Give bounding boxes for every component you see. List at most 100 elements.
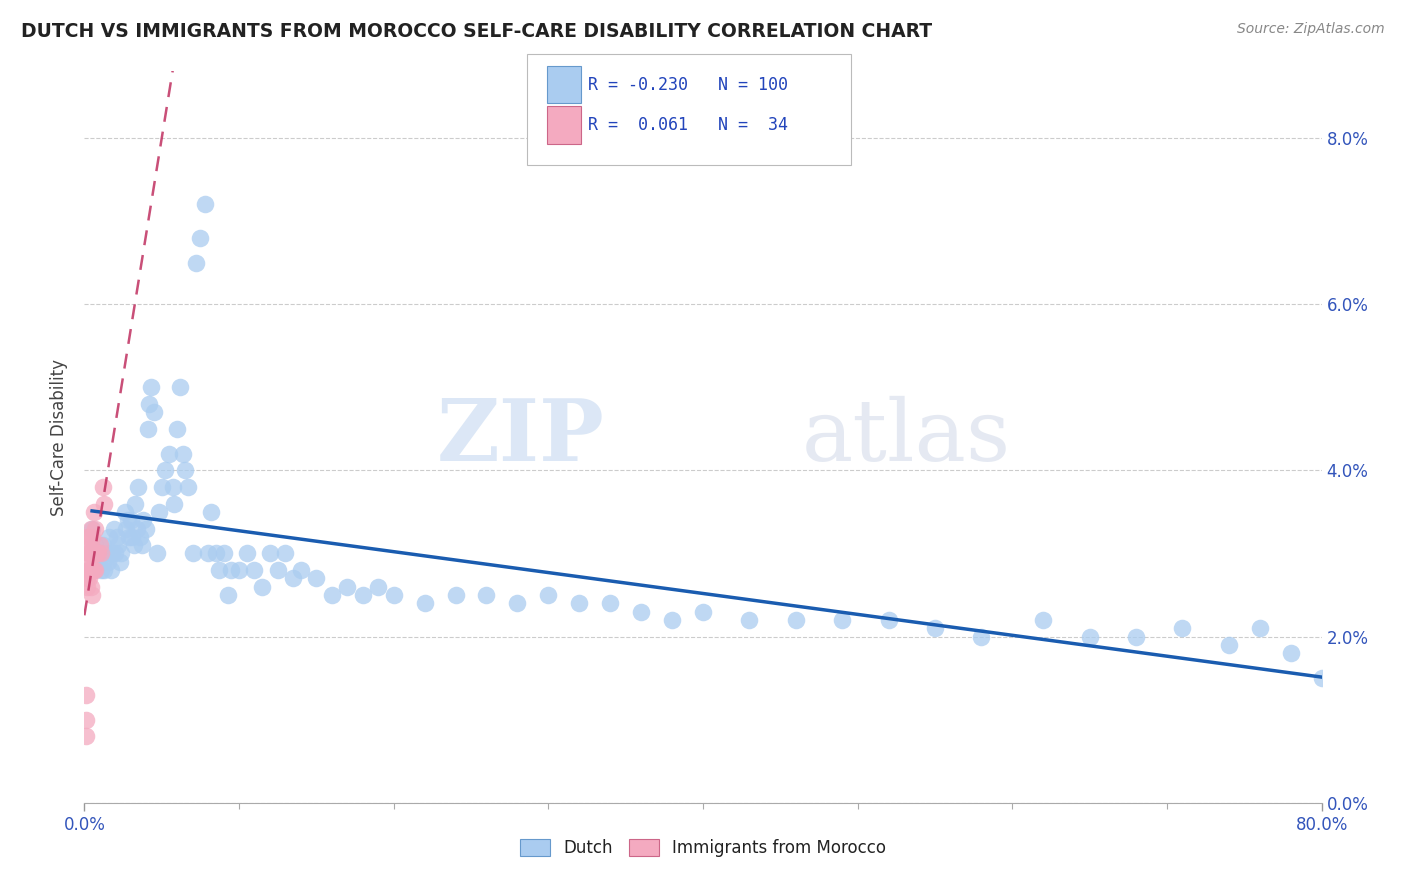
Point: [877, 613, 900, 627]
Point: [129, 530, 152, 544]
Point: [738, 613, 761, 627]
Point: [661, 613, 683, 627]
Point: [537, 588, 560, 602]
Point: [98, 530, 121, 544]
Point: [75, 688, 97, 702]
Point: [122, 538, 145, 552]
Point: [93, 563, 115, 577]
Point: [219, 563, 242, 577]
Point: [139, 380, 162, 394]
Point: [138, 397, 160, 411]
Text: ZIP: ZIP: [436, 395, 605, 479]
Point: [172, 447, 194, 461]
Point: [82, 530, 104, 544]
Point: [124, 497, 146, 511]
Point: [413, 596, 436, 610]
Point: [84, 546, 107, 560]
Point: [82, 521, 104, 535]
Point: [79, 546, 101, 560]
Text: Source: ZipAtlas.com: Source: ZipAtlas.com: [1237, 22, 1385, 37]
Point: [77, 563, 100, 577]
Point: [146, 546, 169, 560]
Point: [110, 546, 132, 560]
Point: [83, 505, 105, 519]
Point: [86, 546, 108, 560]
Point: [785, 613, 807, 627]
Point: [89, 538, 111, 552]
Point: [96, 555, 118, 569]
Point: [115, 521, 138, 535]
Point: [267, 563, 290, 577]
Point: [1279, 646, 1302, 660]
Text: R =  0.061   N =  34: R = 0.061 N = 34: [588, 116, 787, 134]
Y-axis label: Self-Care Disability: Self-Care Disability: [51, 359, 69, 516]
Point: [136, 422, 159, 436]
Point: [243, 563, 266, 577]
Point: [101, 546, 124, 560]
Point: [568, 596, 591, 610]
Point: [205, 546, 228, 560]
Point: [76, 546, 98, 560]
Point: [281, 571, 305, 585]
Point: [107, 538, 129, 552]
Point: [153, 463, 176, 477]
Point: [181, 546, 204, 560]
Point: [84, 521, 107, 535]
Point: [76, 580, 98, 594]
Point: [75, 729, 97, 743]
Point: [90, 563, 112, 577]
Point: [924, 621, 946, 635]
Point: [83, 563, 105, 577]
Point: [77, 546, 100, 560]
Point: [970, 630, 993, 644]
Point: [169, 380, 191, 394]
Point: [217, 588, 239, 602]
Point: [212, 546, 235, 560]
Point: [1078, 630, 1101, 644]
Point: [1218, 638, 1240, 652]
Point: [100, 563, 122, 577]
Point: [352, 588, 374, 602]
Point: [228, 563, 250, 577]
Point: [197, 546, 219, 560]
Point: [91, 538, 114, 552]
Point: [118, 530, 141, 544]
Point: [79, 521, 101, 535]
Point: [200, 505, 222, 519]
Point: [599, 596, 621, 610]
Point: [79, 580, 101, 594]
Point: [188, 230, 211, 244]
Point: [506, 596, 529, 610]
Point: [166, 422, 188, 436]
Point: [321, 588, 343, 602]
Point: [1125, 630, 1147, 644]
Point: [143, 405, 166, 419]
Point: [84, 538, 107, 552]
Point: [1310, 671, 1333, 685]
Point: [135, 521, 157, 535]
Point: [177, 480, 200, 494]
Point: [79, 538, 101, 552]
Point: [444, 588, 467, 602]
Point: [89, 546, 111, 560]
Text: DUTCH VS IMMIGRANTS FROM MOROCCO SELF-CARE DISABILITY CORRELATION CHART: DUTCH VS IMMIGRANTS FROM MOROCCO SELF-CA…: [21, 22, 932, 41]
Point: [117, 513, 139, 527]
Point: [82, 588, 104, 602]
Point: [125, 521, 148, 535]
Point: [1032, 613, 1054, 627]
Point: [630, 605, 652, 619]
Point: [831, 613, 853, 627]
Point: [87, 555, 110, 569]
Point: [274, 546, 297, 560]
Point: [250, 580, 273, 594]
Legend: Dutch, Immigrants from Morocco: Dutch, Immigrants from Morocco: [513, 832, 893, 864]
Point: [90, 546, 112, 560]
Point: [77, 530, 100, 544]
Point: [1249, 621, 1271, 635]
Point: [84, 563, 107, 577]
Point: [82, 563, 104, 577]
Point: [692, 605, 714, 619]
Point: [235, 546, 259, 560]
Point: [121, 530, 143, 544]
Point: [132, 513, 155, 527]
